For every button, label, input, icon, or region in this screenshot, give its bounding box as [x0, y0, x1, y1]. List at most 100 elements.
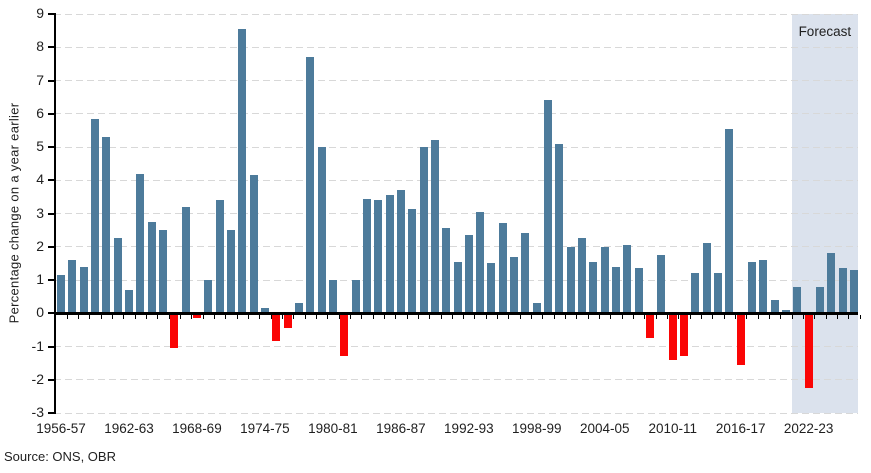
y-tick-label: 4 — [36, 171, 44, 188]
y-tick-label: -1 — [31, 337, 44, 354]
bar-1972-73 — [238, 28, 247, 314]
x-tick — [225, 314, 227, 319]
bar-1994-95 — [487, 263, 496, 314]
x-tick — [553, 314, 555, 319]
bar-1992-93 — [464, 235, 473, 314]
x-tick — [304, 314, 306, 319]
x-tick — [621, 314, 623, 319]
x-tick — [576, 314, 578, 319]
x-tick — [168, 314, 170, 319]
x-tick — [406, 314, 408, 319]
x-tick — [587, 314, 589, 319]
y-tick — [48, 345, 54, 348]
bar-2006-07 — [623, 245, 632, 314]
bar-2018-19 — [759, 260, 768, 314]
bar-1989-90 — [430, 140, 439, 314]
bar-1975-76 — [272, 314, 281, 342]
x-tick — [610, 314, 612, 319]
x-tick-label: 2022-23 — [783, 421, 834, 436]
bar-2022-23 — [804, 314, 813, 388]
x-tick — [757, 314, 759, 319]
x-tick — [497, 314, 499, 319]
x-tick-label: 1992-93 — [444, 421, 494, 436]
bar-2020-21 — [782, 309, 791, 314]
bar-1987-88 — [408, 208, 417, 314]
bar-1968-69 — [192, 314, 201, 319]
y-axis-line — [54, 13, 56, 414]
x-tick — [281, 314, 283, 319]
x-tick — [803, 314, 805, 319]
x-tick — [859, 314, 861, 319]
x-tick — [417, 314, 419, 319]
y-tick-label: 5 — [36, 138, 44, 154]
bar-1976-77 — [283, 314, 292, 329]
y-tick-label: 6 — [36, 104, 44, 121]
bar-1981-82 — [340, 314, 349, 357]
y-tick-label: 2 — [36, 237, 44, 254]
x-tick — [55, 314, 57, 319]
gridline — [54, 246, 858, 248]
x-tick — [270, 314, 272, 319]
bar-1973-74 — [249, 175, 258, 314]
bar-2002-03 — [578, 238, 587, 314]
x-axis-zero-line — [54, 311, 858, 315]
x-tick-label: 2010-11 — [648, 421, 697, 436]
bar-1995-96 — [498, 223, 507, 314]
x-tick — [100, 314, 102, 319]
x-tick — [293, 314, 295, 319]
x-tick — [735, 314, 737, 319]
x-tick — [361, 314, 363, 319]
x-tick — [77, 314, 79, 319]
bar-1963-64 — [136, 173, 145, 314]
bar-1978-79 — [306, 57, 315, 314]
y-tick-label: 7 — [36, 71, 44, 88]
x-tick — [769, 314, 771, 319]
bar-2026-27 — [850, 270, 858, 314]
y-tick — [48, 312, 54, 315]
gridline — [54, 80, 858, 81]
x-tick — [349, 314, 351, 319]
x-tick — [463, 314, 465, 319]
bar-1998-99 — [532, 303, 541, 314]
bar-2017-18 — [748, 261, 757, 314]
x-tick — [66, 314, 68, 319]
x-tick — [202, 314, 204, 319]
x-tick — [89, 314, 91, 319]
bar-2014-15 — [714, 273, 723, 314]
y-tick — [48, 179, 54, 182]
x-tick — [519, 314, 521, 319]
bar-1969-70 — [204, 280, 213, 314]
y-tick — [48, 245, 54, 248]
bar-1967-68 — [181, 206, 190, 314]
bar-2008-09 — [646, 314, 655, 339]
gridline — [54, 379, 858, 381]
x-tick — [655, 314, 657, 319]
bar-1966-67 — [170, 314, 179, 348]
gridline — [54, 146, 858, 148]
x-tick — [633, 314, 635, 319]
x-tick — [440, 314, 442, 319]
x-tick — [383, 314, 385, 319]
x-tick — [678, 314, 680, 319]
bar-1958-59 — [79, 266, 88, 314]
bar-1974-75 — [260, 308, 269, 314]
x-tick — [848, 314, 850, 319]
bar-2005-06 — [612, 266, 621, 314]
gridline — [54, 13, 858, 15]
bar-1970-71 — [215, 200, 224, 314]
y-tick — [48, 212, 54, 215]
x-tick — [689, 314, 691, 319]
bar-2025-26 — [838, 268, 847, 314]
bar-2023-24 — [816, 286, 824, 314]
bar-1993-94 — [476, 211, 485, 314]
y-tick-label: 3 — [36, 204, 44, 221]
x-tick — [338, 314, 340, 319]
bar-2004-05 — [600, 246, 609, 314]
x-tick — [508, 314, 510, 319]
bar-1985-86 — [385, 195, 394, 314]
x-tick-label: 1968-69 — [172, 421, 222, 436]
bar-1960-61 — [102, 137, 111, 314]
x-tick — [791, 314, 793, 319]
gridline — [54, 113, 858, 115]
x-tick — [644, 314, 646, 319]
